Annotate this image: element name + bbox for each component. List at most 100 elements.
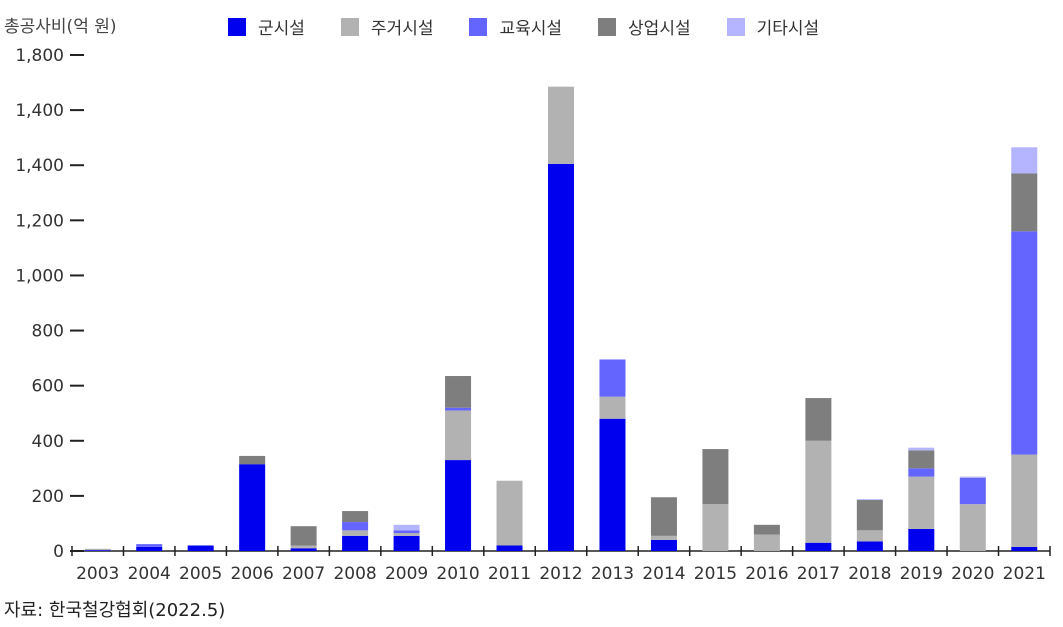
legend-item: 상업시설 <box>598 14 691 39</box>
bar-segment <box>548 86 574 164</box>
legend-swatch <box>469 17 488 36</box>
legend-item: 기타시설 <box>726 14 820 39</box>
bar-segment <box>342 522 369 531</box>
x-tick-label: 2015 <box>694 564 737 584</box>
legend-item: 주거시설 <box>340 14 434 39</box>
bar-segment <box>599 396 626 419</box>
bar-segment <box>393 533 420 536</box>
legend: 군시설 주거시설 교육시설 상업시설 기타시설 <box>228 14 855 39</box>
bar-segment <box>496 480 523 546</box>
bar-segment <box>805 398 832 441</box>
y-tick-label: 1,400 <box>15 101 64 121</box>
legend-item: 교육시설 <box>469 14 562 39</box>
y-tick-label: 0 <box>53 542 64 562</box>
bar-segment <box>856 499 883 501</box>
legend-label: 주거시설 <box>370 19 434 39</box>
legend-swatch <box>598 17 617 36</box>
x-tick-label: 2018 <box>848 564 891 584</box>
bar-segment <box>702 504 729 551</box>
bar-segment <box>445 410 472 461</box>
bar-segment <box>959 504 986 551</box>
bar-segment <box>908 528 935 551</box>
x-tick-label: 2020 <box>951 564 994 584</box>
bar-segment <box>84 548 111 551</box>
bar-segment <box>959 476 986 478</box>
bar-segment <box>1011 173 1038 232</box>
bar-segment <box>753 534 780 551</box>
x-tick-label: 2003 <box>76 564 119 584</box>
x-tick-label: 2021 <box>1003 564 1046 584</box>
bar-segment <box>650 535 677 540</box>
bar-segment <box>136 544 163 547</box>
bar-segment <box>1011 231 1038 455</box>
x-tick-label: 2004 <box>128 564 171 584</box>
bar-segment <box>290 548 317 551</box>
legend-item: 군시설 <box>228 14 305 39</box>
bar-segment <box>856 530 883 542</box>
bar-segment <box>908 450 935 469</box>
bar-segment <box>239 464 266 551</box>
legend-swatch <box>726 17 745 36</box>
bar-segment <box>342 511 369 523</box>
y-tick-label: 1,000 <box>15 266 64 286</box>
bar-segment <box>908 468 935 477</box>
x-tick-label: 2005 <box>179 564 222 584</box>
bar-segment <box>599 359 626 397</box>
bar-segment <box>1011 454 1038 547</box>
bar-segment <box>650 539 677 551</box>
bar-segment <box>548 163 574 551</box>
bar-segment <box>702 449 729 505</box>
x-tick-label: 2017 <box>797 564 840 584</box>
bar-segment <box>1011 546 1038 551</box>
y-tick-label: 1,200 <box>15 211 64 231</box>
bar-segment <box>1011 147 1038 174</box>
bar-segment <box>393 524 420 531</box>
x-tick-label: 2008 <box>333 564 376 584</box>
bar-segment <box>599 418 626 551</box>
bar-segment <box>393 535 420 551</box>
legend-swatch <box>340 17 359 36</box>
legend-label: 군시설 <box>258 19 305 39</box>
bar-segment <box>290 545 317 549</box>
x-tick-label: 2011 <box>488 564 531 584</box>
bar-segment <box>496 545 523 551</box>
legend-label: 상업시설 <box>628 19 691 39</box>
bar-segment <box>445 407 472 411</box>
bar-segment <box>908 476 935 529</box>
x-tick-label: 2006 <box>231 564 274 584</box>
bar-segment <box>805 440 832 543</box>
y-tick-label: 1,800 <box>15 46 64 66</box>
y-tick-label: 600 <box>32 377 64 397</box>
x-tick-label: 2013 <box>591 564 634 584</box>
bar-segment <box>753 524 780 535</box>
y-tick-label: 1,400 <box>15 156 64 176</box>
bar-segment <box>908 447 935 451</box>
bar-segment <box>187 545 214 551</box>
bar-segment <box>84 550 111 551</box>
source-note: 자료: 한국철강협회(2022.5) <box>4 600 226 621</box>
bar-segment <box>650 497 677 536</box>
bar-segment <box>342 535 369 551</box>
bar-segment <box>342 530 369 536</box>
bar-segment <box>856 500 883 531</box>
legend-label: 기타시설 <box>756 19 820 39</box>
bar-segment <box>445 376 472 408</box>
bar-segment <box>393 530 420 534</box>
bar-segment <box>239 455 266 465</box>
y-tick-label: 200 <box>32 487 64 507</box>
y-tick-label: 400 <box>32 432 64 452</box>
bar-segment <box>445 460 472 551</box>
bar-segment <box>136 546 163 551</box>
x-tick-label: 2014 <box>642 564 685 584</box>
bar-segment <box>290 526 317 546</box>
legend-label: 교육시설 <box>499 19 563 39</box>
x-tick-label: 2009 <box>385 564 428 584</box>
bar-segment <box>959 477 986 505</box>
bar-segment <box>856 541 883 551</box>
x-tick-label: 2019 <box>900 564 943 584</box>
x-tick-label: 2012 <box>539 564 582 584</box>
x-tick-label: 2010 <box>436 564 479 584</box>
y-axis-title: 총공사비(억 원) <box>4 17 117 37</box>
bar-segment <box>805 542 832 551</box>
y-tick-label: 800 <box>32 322 64 342</box>
